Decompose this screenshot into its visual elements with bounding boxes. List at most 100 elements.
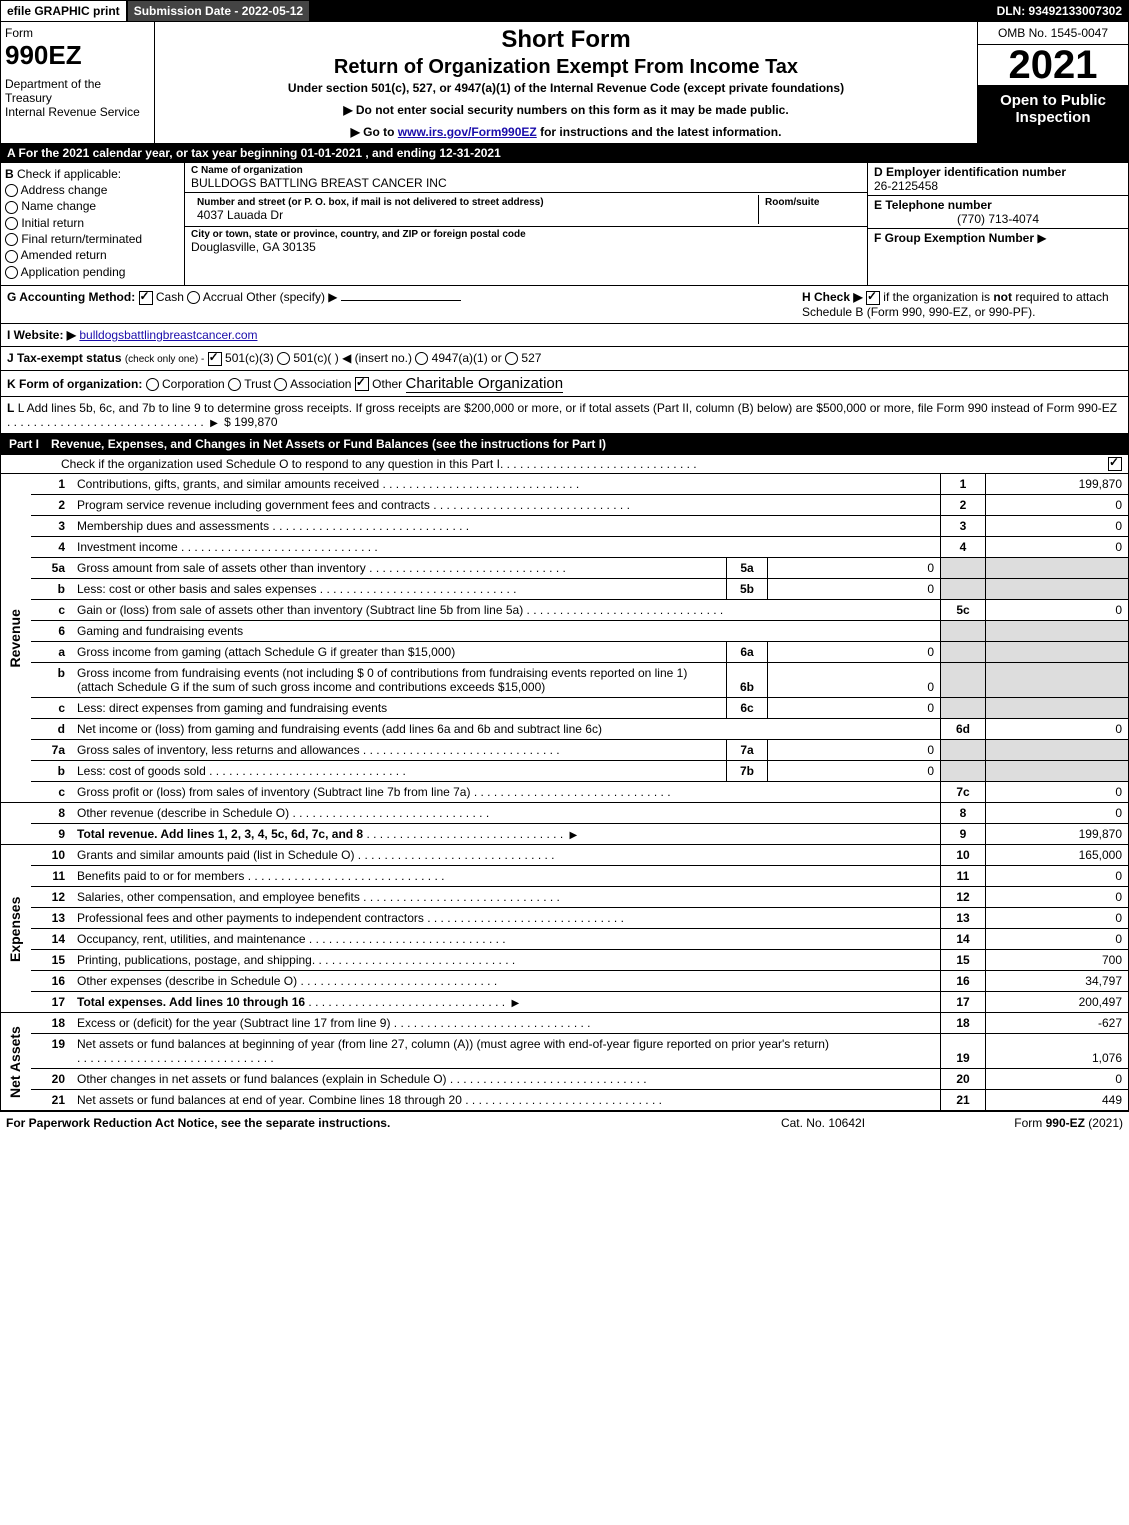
org-name-cell: C Name of organization BULLDOGS BATTLING… xyxy=(185,163,867,193)
sidebar-expenses: Expenses xyxy=(1,845,32,1013)
chk-application-pending[interactable]: Application pending xyxy=(5,265,180,279)
line-a: A For the 2021 calendar year, or tax yea… xyxy=(0,144,1129,163)
sidebar-revenue: Revenue xyxy=(1,474,32,803)
g-label: G Accounting Method: xyxy=(7,290,135,304)
group-cell: F Group Exemption Number ▶ xyxy=(868,229,1128,247)
row-7c: c Gross profit or (loss) from sales of i… xyxy=(1,782,1129,803)
row-15: 15 Printing, publications, postage, and … xyxy=(1,950,1129,971)
chk-trust[interactable] xyxy=(228,378,241,391)
row-5c: c Gain or (loss) from sale of assets oth… xyxy=(1,600,1129,621)
chk-initial-return[interactable]: Initial return xyxy=(5,216,180,230)
efile-label: efile GRAPHIC print xyxy=(1,1,128,21)
top-bar: efile GRAPHIC print Submission Date - 20… xyxy=(0,0,1129,22)
city-cell: City or town, state or province, country… xyxy=(185,227,867,256)
arrow-icon xyxy=(567,827,581,841)
goto-note: ▶ Go to www.irs.gov/Form990EZ for instru… xyxy=(163,125,969,139)
chk-527[interactable] xyxy=(505,352,518,365)
page-footer: For Paperwork Reduction Act Notice, see … xyxy=(0,1111,1129,1134)
row-3: 3 Membership dues and assessments 3 0 xyxy=(1,516,1129,537)
chk-name-change[interactable]: Name change xyxy=(5,199,180,213)
chk-assoc[interactable] xyxy=(274,378,287,391)
line-g: G Accounting Method: Cash Accrual Other … xyxy=(7,290,792,319)
tax-year: 2021 xyxy=(978,45,1128,86)
public-inspection: Open to Public Inspection xyxy=(978,86,1128,143)
chk-accrual[interactable] xyxy=(187,291,200,304)
footer-left: For Paperwork Reduction Act Notice, see … xyxy=(6,1116,723,1130)
row-4: 4 Investment income 4 0 xyxy=(1,537,1129,558)
goto-post: for instructions and the latest informat… xyxy=(537,125,782,139)
row-5a: 5a Gross amount from sale of assets othe… xyxy=(1,558,1129,579)
part1-sub-text: Check if the organization used Schedule … xyxy=(61,457,500,472)
j-label: J Tax-exempt status xyxy=(7,351,122,365)
chk-4947[interactable] xyxy=(415,352,428,365)
j-sub: (check only one) - xyxy=(125,354,204,365)
chk-final-return[interactable]: Final return/terminated xyxy=(5,232,180,246)
form-subtitle: Under section 501(c), 527, or 4947(a)(1)… xyxy=(163,81,969,95)
footer-right: Form 990-EZ (2021) xyxy=(923,1116,1123,1130)
chk-schedule-b[interactable] xyxy=(866,291,880,305)
line-l: L L Add lines 5b, 6c, and 7b to line 9 t… xyxy=(0,397,1129,434)
b-check-label: Check if applicable: xyxy=(17,167,121,181)
part1-sub: Check if the organization used Schedule … xyxy=(0,455,1129,475)
city-value: Douglasville, GA 30135 xyxy=(191,240,861,254)
chk-cash[interactable] xyxy=(139,291,153,305)
chk-501c[interactable] xyxy=(277,352,290,365)
submission-date: Submission Date - 2022-05-12 xyxy=(128,1,311,21)
row-20: 20 Other changes in net assets or fund b… xyxy=(1,1069,1129,1090)
sidebar-netassets: Net Assets xyxy=(1,1013,32,1111)
row-14: 14 Occupancy, rent, utilities, and maint… xyxy=(1,929,1129,950)
row-7b: b Less: cost of goods sold 7b 0 xyxy=(1,761,1129,782)
arrow-icon xyxy=(207,415,221,429)
dln-label: DLN: 93492133007302 xyxy=(991,1,1128,21)
chk-other-org[interactable] xyxy=(355,377,369,391)
part1-table: Revenue 1 Contributions, gifts, grants, … xyxy=(0,474,1129,1111)
row-17: 17 Total expenses. Add lines 10 through … xyxy=(1,992,1129,1013)
part1-header: Part I Revenue, Expenses, and Changes in… xyxy=(0,434,1129,455)
goto-pre: ▶ Go to xyxy=(351,125,398,139)
row-16: 16 Other expenses (describe in Schedule … xyxy=(1,971,1129,992)
row-12: 12 Salaries, other compensation, and emp… xyxy=(1,887,1129,908)
line-j: J Tax-exempt status (check only one) - 5… xyxy=(0,347,1129,371)
group-arrow: ▶ xyxy=(1037,231,1046,245)
row-9: 9 Total revenue. Add lines 1, 2, 3, 4, 5… xyxy=(1,824,1129,845)
row-11: 11 Benefits paid to or for members 11 0 xyxy=(1,866,1129,887)
org-name-value: BULLDOGS BATTLING BREAST CANCER INC xyxy=(191,176,861,190)
chk-address-change[interactable]: Address change xyxy=(5,183,180,197)
public-note: ▶ Do not enter social security numbers o… xyxy=(163,103,969,117)
chk-501c3[interactable] xyxy=(208,352,222,366)
arrow-icon xyxy=(508,995,522,1009)
form-title: Return of Organization Exempt From Incom… xyxy=(163,56,969,79)
row-19: 19 Net assets or fund balances at beginn… xyxy=(1,1034,1129,1069)
street-label: Number and street (or P. O. box, if mail… xyxy=(197,197,752,208)
section-bcd: B Check if applicable: Address change Na… xyxy=(0,163,1129,286)
line-h: H Check ▶ if the organization is not req… xyxy=(792,290,1122,319)
chk-amended-return[interactable]: Amended return xyxy=(5,248,180,262)
ein-cell: D Employer identification number 26-2125… xyxy=(868,163,1128,196)
ein-label: D Employer identification number xyxy=(874,165,1122,179)
form-label: Form xyxy=(5,26,150,40)
chk-schedule-o[interactable] xyxy=(1108,457,1122,471)
l-amount: $ 199,870 xyxy=(224,415,277,429)
row-10: Expenses 10 Grants and similar amounts p… xyxy=(1,845,1129,866)
part1-num: Part I xyxy=(9,437,51,451)
irs-link[interactable]: www.irs.gov/Form990EZ xyxy=(398,125,537,139)
line-i: I Website: ▶ bulldogsbattlingbreastcance… xyxy=(0,324,1129,347)
line-k: K Form of organization: Corporation Trus… xyxy=(0,371,1129,397)
part1-title: Revenue, Expenses, and Changes in Net As… xyxy=(51,437,1120,451)
chk-corp[interactable] xyxy=(146,378,159,391)
section-c: C Name of organization BULLDOGS BATTLING… xyxy=(185,163,867,285)
other-specify-input[interactable] xyxy=(341,300,461,301)
l-text: L Add lines 5b, 6c, and 7b to line 9 to … xyxy=(18,401,1117,415)
tel-cell: E Telephone number (770) 713-4074 xyxy=(868,196,1128,229)
dept-label: Department of the Treasury Internal Reve… xyxy=(5,77,150,119)
street-cell: Number and street (or P. O. box, if mail… xyxy=(185,193,867,227)
row-6a: a Gross income from gaming (attach Sched… xyxy=(1,642,1129,663)
website-link[interactable]: bulldogsbattlingbreastcancer.com xyxy=(79,328,257,342)
h-pre: H Check ▶ xyxy=(802,290,863,304)
row-6c: c Less: direct expenses from gaming and … xyxy=(1,698,1129,719)
row-21: 21 Net assets or fund balances at end of… xyxy=(1,1090,1129,1111)
room-label: Room/suite xyxy=(765,197,855,208)
ein-value: 26-2125458 xyxy=(874,179,1122,193)
header-right: OMB No. 1545-0047 2021 Open to Public In… xyxy=(977,22,1128,143)
b-label: B xyxy=(5,167,14,181)
